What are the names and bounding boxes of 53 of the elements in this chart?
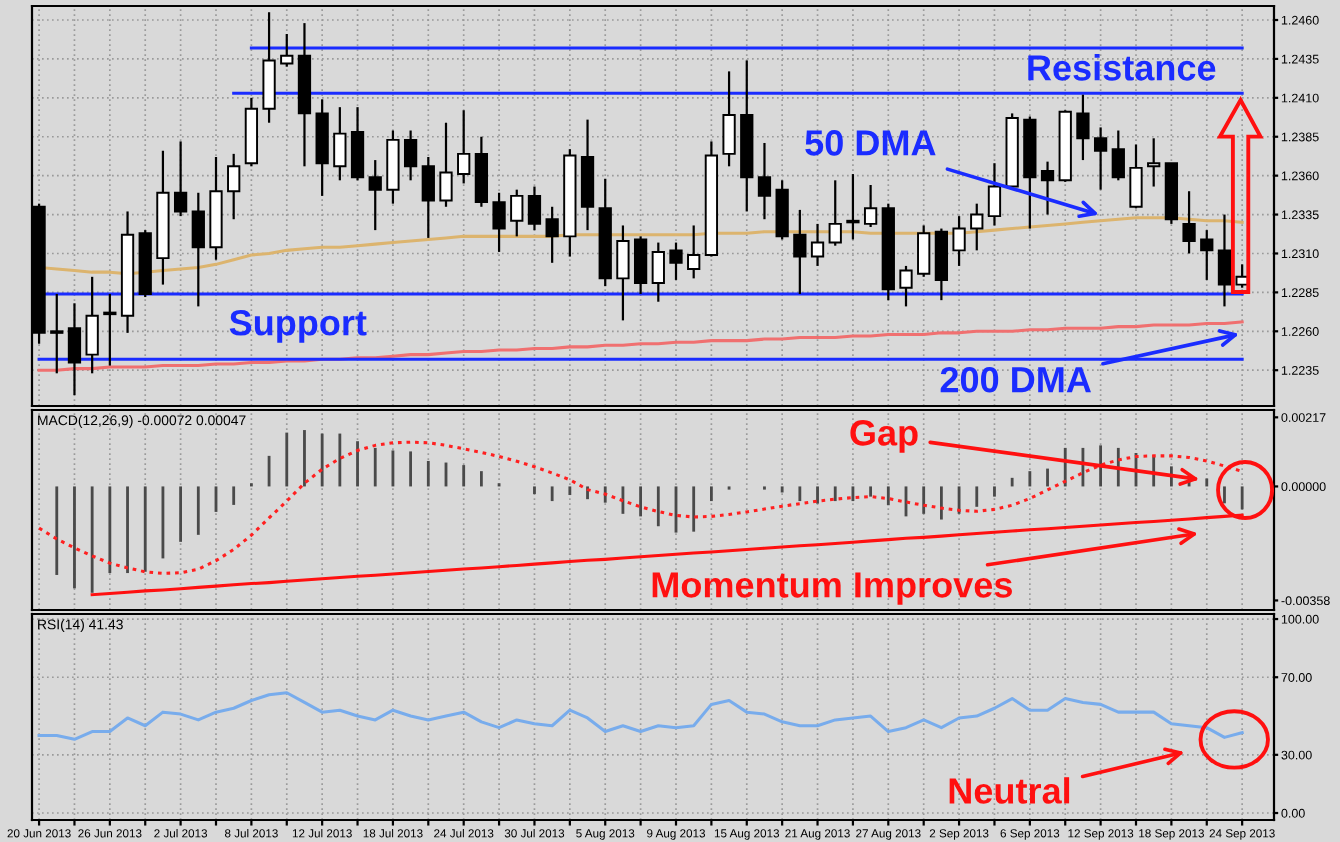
candlestick (1076, 93, 1090, 162)
series-label: Resistance (1028, 54, 1216, 81)
candlestick (757, 141, 772, 221)
candlestick (952, 215, 966, 268)
annotation: Neutral (949, 777, 1070, 804)
candlestick (368, 158, 382, 232)
candlestick (722, 70, 736, 168)
candlestick (350, 106, 365, 182)
candlestick (50, 292, 64, 375)
annotation: Gap (850, 420, 918, 453)
candlestick (1111, 129, 1125, 182)
candlestick (67, 302, 82, 397)
candlestick (173, 140, 188, 218)
candlestick (1147, 137, 1161, 188)
candlestick (917, 224, 931, 278)
candlestick (85, 275, 99, 375)
candlestick (191, 191, 205, 308)
candlestick (545, 205, 559, 264)
candlestick (527, 185, 542, 232)
candlestick (510, 188, 524, 238)
candlestick (899, 264, 913, 308)
candlestick (828, 179, 842, 247)
candlestick (775, 179, 789, 241)
candlestick (492, 191, 506, 254)
candlestick (1200, 229, 1214, 282)
candlestick (651, 241, 665, 303)
annotation: 50 DMA (805, 130, 936, 156)
candlestick (439, 121, 453, 208)
candlestick (970, 202, 984, 252)
candlestick (633, 235, 648, 296)
candlestick (1093, 126, 1108, 191)
candlestick (616, 224, 630, 322)
candlestick (103, 292, 117, 367)
candlestick (863, 183, 878, 229)
candlestick (1129, 143, 1143, 210)
candlestick (227, 152, 241, 221)
candlestick (333, 106, 347, 182)
annotation: Momentum Improves (652, 572, 1012, 605)
candlestick (421, 155, 435, 240)
annotation: 200 DMA (940, 366, 1091, 393)
candlestick (793, 208, 807, 296)
candlestick (687, 224, 701, 280)
candlestick (403, 129, 418, 182)
candlestick (280, 32, 294, 68)
candlestick (987, 162, 1002, 227)
candlestick (846, 172, 860, 241)
candlestick (1040, 160, 1055, 216)
candlestick (1182, 190, 1196, 255)
candlestick (1217, 213, 1232, 308)
candlestick (669, 241, 683, 282)
series-label: Support (229, 310, 367, 343)
candlestick (457, 109, 471, 185)
candlestick (810, 222, 825, 268)
